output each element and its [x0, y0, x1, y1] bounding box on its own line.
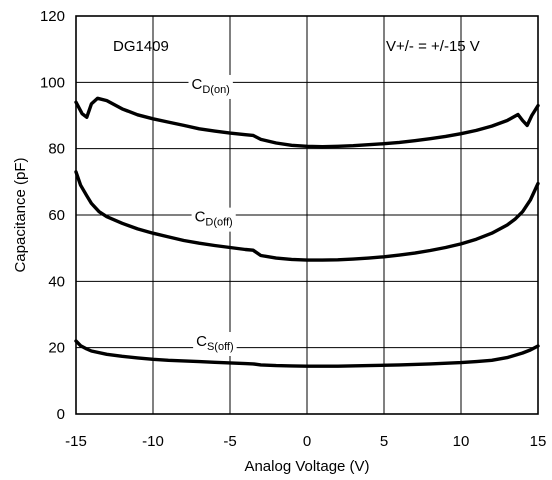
device-annotation: DG1409	[113, 38, 169, 55]
x-axis-title: Analog Voltage (V)	[244, 458, 369, 475]
series-line-1	[74, 170, 540, 262]
x-tick-label: 10	[453, 433, 470, 450]
series-label-subscript: S(off)	[207, 341, 234, 353]
series-label-main: C	[195, 209, 206, 226]
series-label-text: CD(off)	[195, 209, 233, 229]
series-label-main: C	[196, 333, 207, 350]
series-label-subscript: D(off)	[205, 217, 232, 229]
x-tick-label: 15	[530, 433, 547, 450]
plot-frame	[75, 15, 539, 415]
series-label-background	[193, 332, 237, 357]
series-label-background	[191, 207, 236, 232]
series-labels: CD(on)CD(off)CS(off)	[188, 74, 237, 357]
x-tick-label: 0	[303, 433, 311, 450]
y-tick-label: 60	[48, 207, 65, 224]
supply-annotation: V+/- = +/-15 V	[386, 38, 480, 55]
series-label-0: CD(on)	[188, 74, 233, 99]
x-tick-label: -5	[223, 433, 236, 450]
series-line-2	[74, 339, 540, 368]
x-tick-label: -10	[142, 433, 164, 450]
y-tick-label: 20	[48, 340, 65, 357]
y-axis-title: Capacitance (pF)	[12, 157, 29, 272]
y-tick-label: 120	[40, 8, 65, 25]
y-tick-label: 100	[40, 74, 65, 91]
series-line-0	[74, 96, 540, 149]
series-label-background	[188, 74, 233, 99]
series-label-1: CD(off)	[191, 207, 236, 232]
series-lines	[74, 96, 540, 368]
tick-labels: -15 -10 -5 0 5 10 15 0 20 40 60 80 100 120	[40, 8, 546, 450]
y-tick-label: 80	[48, 141, 65, 158]
series-label-subscript: D(on)	[202, 84, 230, 96]
series-label-text: CD(on)	[192, 76, 230, 96]
series-label-main: C	[192, 76, 203, 93]
y-tick-label: 0	[57, 406, 65, 423]
grid	[76, 16, 538, 414]
y-tick-label: 40	[48, 273, 65, 290]
series-label-2: CS(off)	[193, 332, 237, 357]
x-tick-label: -15	[65, 433, 87, 450]
x-tick-label: 5	[380, 433, 388, 450]
series-label-text: CS(off)	[196, 333, 234, 353]
